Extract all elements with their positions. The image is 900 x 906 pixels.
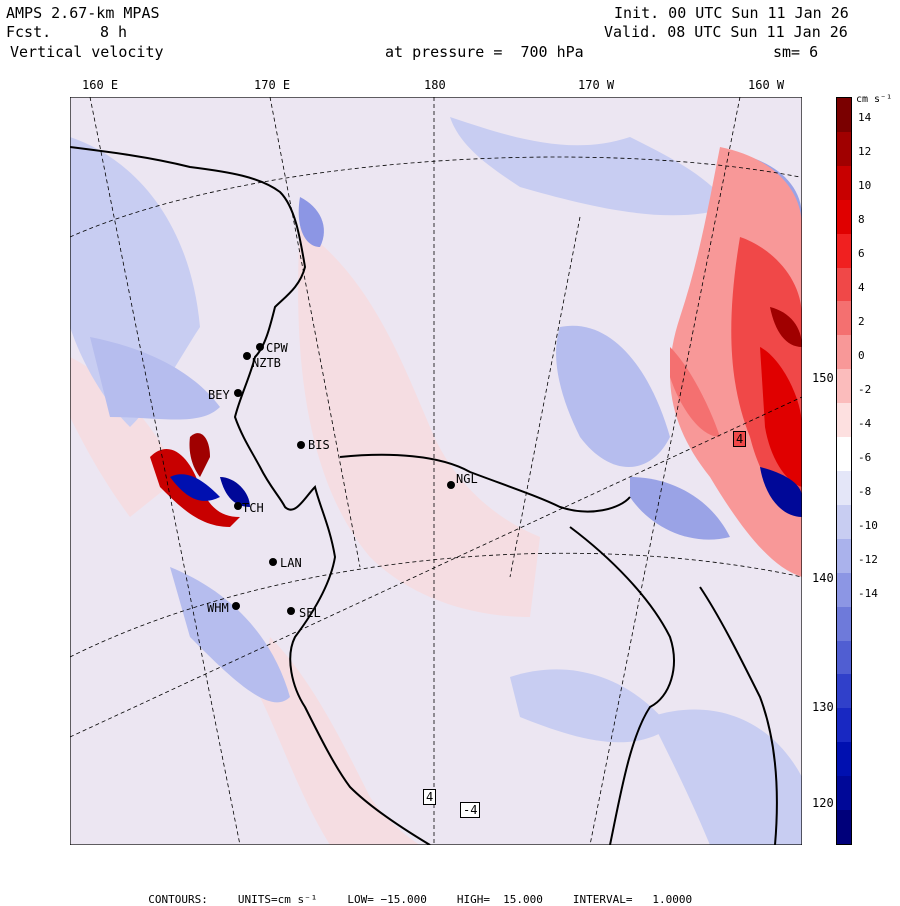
colorbar-label: 10: [858, 179, 872, 192]
contour-info: CONTOURS: UNITS=cm s⁻¹ LOW= −15.000 HIGH= 1…: [135, 880, 722, 906]
colorbar-label: -4: [858, 417, 872, 430]
strong-downdraft: [170, 474, 220, 501]
station-lan-label: LAN: [280, 556, 302, 570]
station-bey-marker: [234, 389, 242, 397]
strong-updraft: [770, 307, 802, 347]
station-sel-label: SEL: [299, 606, 321, 620]
colorbar-swatch: [837, 504, 851, 539]
colorbar-swatch: [837, 606, 851, 641]
vertical-velocity-map: [70, 97, 802, 845]
station-whm-label: WHM: [207, 601, 229, 615]
weak-positive-region: [298, 227, 540, 617]
colorbar-label: 0: [858, 349, 865, 362]
colorbar-swatch: [837, 776, 851, 811]
field-name: Vertical velocity: [10, 43, 164, 61]
negative-region: [510, 669, 670, 743]
negative-region: [170, 567, 290, 703]
colorbar-label: 8: [858, 213, 865, 226]
station-bey-label: BEY: [208, 388, 230, 402]
coastlines: [70, 146, 778, 845]
colorbar-swatch: [837, 403, 851, 438]
contour-marker: 4: [733, 431, 747, 447]
station-tch-marker: [234, 502, 242, 510]
station-bis-marker: [297, 441, 305, 449]
colorbar-swatch: [837, 640, 851, 675]
colorbar-label: 12: [858, 145, 872, 158]
colorbar-label: 2: [858, 315, 865, 328]
station-nztb-label: NZTB: [252, 356, 281, 370]
colorbar-swatch: [837, 233, 851, 268]
strong-updraft: [189, 433, 210, 477]
station-cpw-marker: [256, 343, 264, 351]
negative-region: [556, 325, 670, 467]
init-time: Init. 00 UTC Sun 11 Jan 26: [614, 4, 849, 22]
positive-region: [670, 347, 720, 437]
colorbar-label: 14: [858, 111, 872, 124]
colorbar-swatch: [837, 742, 851, 777]
weak-positive-region: [260, 637, 420, 845]
colorbar-label: -10: [858, 519, 878, 532]
negative-region: [298, 197, 324, 247]
negative-region: [90, 337, 220, 420]
colorbar-units: cm s⁻¹: [856, 94, 893, 105]
colorbar-swatch: [837, 369, 851, 404]
stations: [232, 343, 455, 615]
colorbar-label: -8: [858, 485, 872, 498]
smoothing-value: sm= 6: [773, 43, 819, 61]
colorbar-swatch: [837, 165, 851, 200]
colorbar-swatch: [837, 267, 851, 302]
station-bis-label: BIS: [308, 438, 330, 452]
colorbar-swatch: [837, 674, 851, 709]
lon-label-160e: 160 E: [82, 78, 119, 92]
contour-marker: -4: [460, 802, 481, 818]
colorbar-swatch: [837, 131, 851, 166]
colorbar-swatch: [837, 538, 851, 573]
negative-region: [650, 709, 802, 845]
colorbar-swatch: [837, 301, 851, 336]
station-tch-label: TCH: [242, 501, 264, 515]
positive-region: [760, 347, 802, 487]
colorbar: [836, 97, 852, 845]
colorbar-label: -6: [858, 451, 872, 464]
colorbar-label: -2: [858, 383, 872, 396]
colorbar-swatch: [837, 470, 851, 505]
valid-time: Valid. 08 UTC Sun 11 Jan 26: [604, 23, 848, 41]
station-whm-marker: [232, 602, 240, 610]
strong-downdraft: [760, 467, 802, 517]
colorbar-swatch: [837, 335, 851, 370]
station-lan-marker: [269, 558, 277, 566]
lon-label-180: 180: [424, 78, 446, 92]
colorbar-label: 4: [858, 281, 865, 294]
colorbar-label: 6: [858, 247, 865, 260]
station-ngl-label: NGL: [456, 472, 478, 486]
colorbar-swatch: [837, 437, 851, 471]
colorbar-swatch: [837, 98, 851, 132]
lon-label-170w: 170 W: [578, 78, 615, 92]
station-nztb-marker: [243, 352, 251, 360]
station-sel-marker: [287, 607, 295, 615]
colorbar-swatch: [837, 708, 851, 743]
model-title: AMPS 2.67-km MPAS: [6, 4, 160, 22]
pressure-level: at pressure = 700 hPa: [385, 43, 584, 61]
graticule: [70, 97, 802, 845]
weak-positive-region: [70, 357, 180, 517]
negative-region: [450, 117, 730, 216]
forecast-hour: 8 h: [100, 23, 128, 41]
lon-label-170e: 170 E: [254, 78, 291, 92]
station-ngl-marker: [447, 481, 455, 489]
colorbar-label: -12: [858, 553, 878, 566]
negative-region: [630, 477, 730, 540]
colorbar-swatch: [837, 572, 851, 607]
colorbar-label: -14: [858, 587, 878, 600]
colorbar-swatch: [837, 199, 851, 234]
lon-label-160w: 160 W: [748, 78, 785, 92]
colorbar-swatch: [837, 810, 851, 844]
contour-marker: 4: [423, 789, 437, 805]
station-cpw-label: CPW: [266, 341, 288, 355]
forecast-label: Fcst.: [6, 23, 52, 41]
strong-downdraft: [220, 477, 250, 507]
